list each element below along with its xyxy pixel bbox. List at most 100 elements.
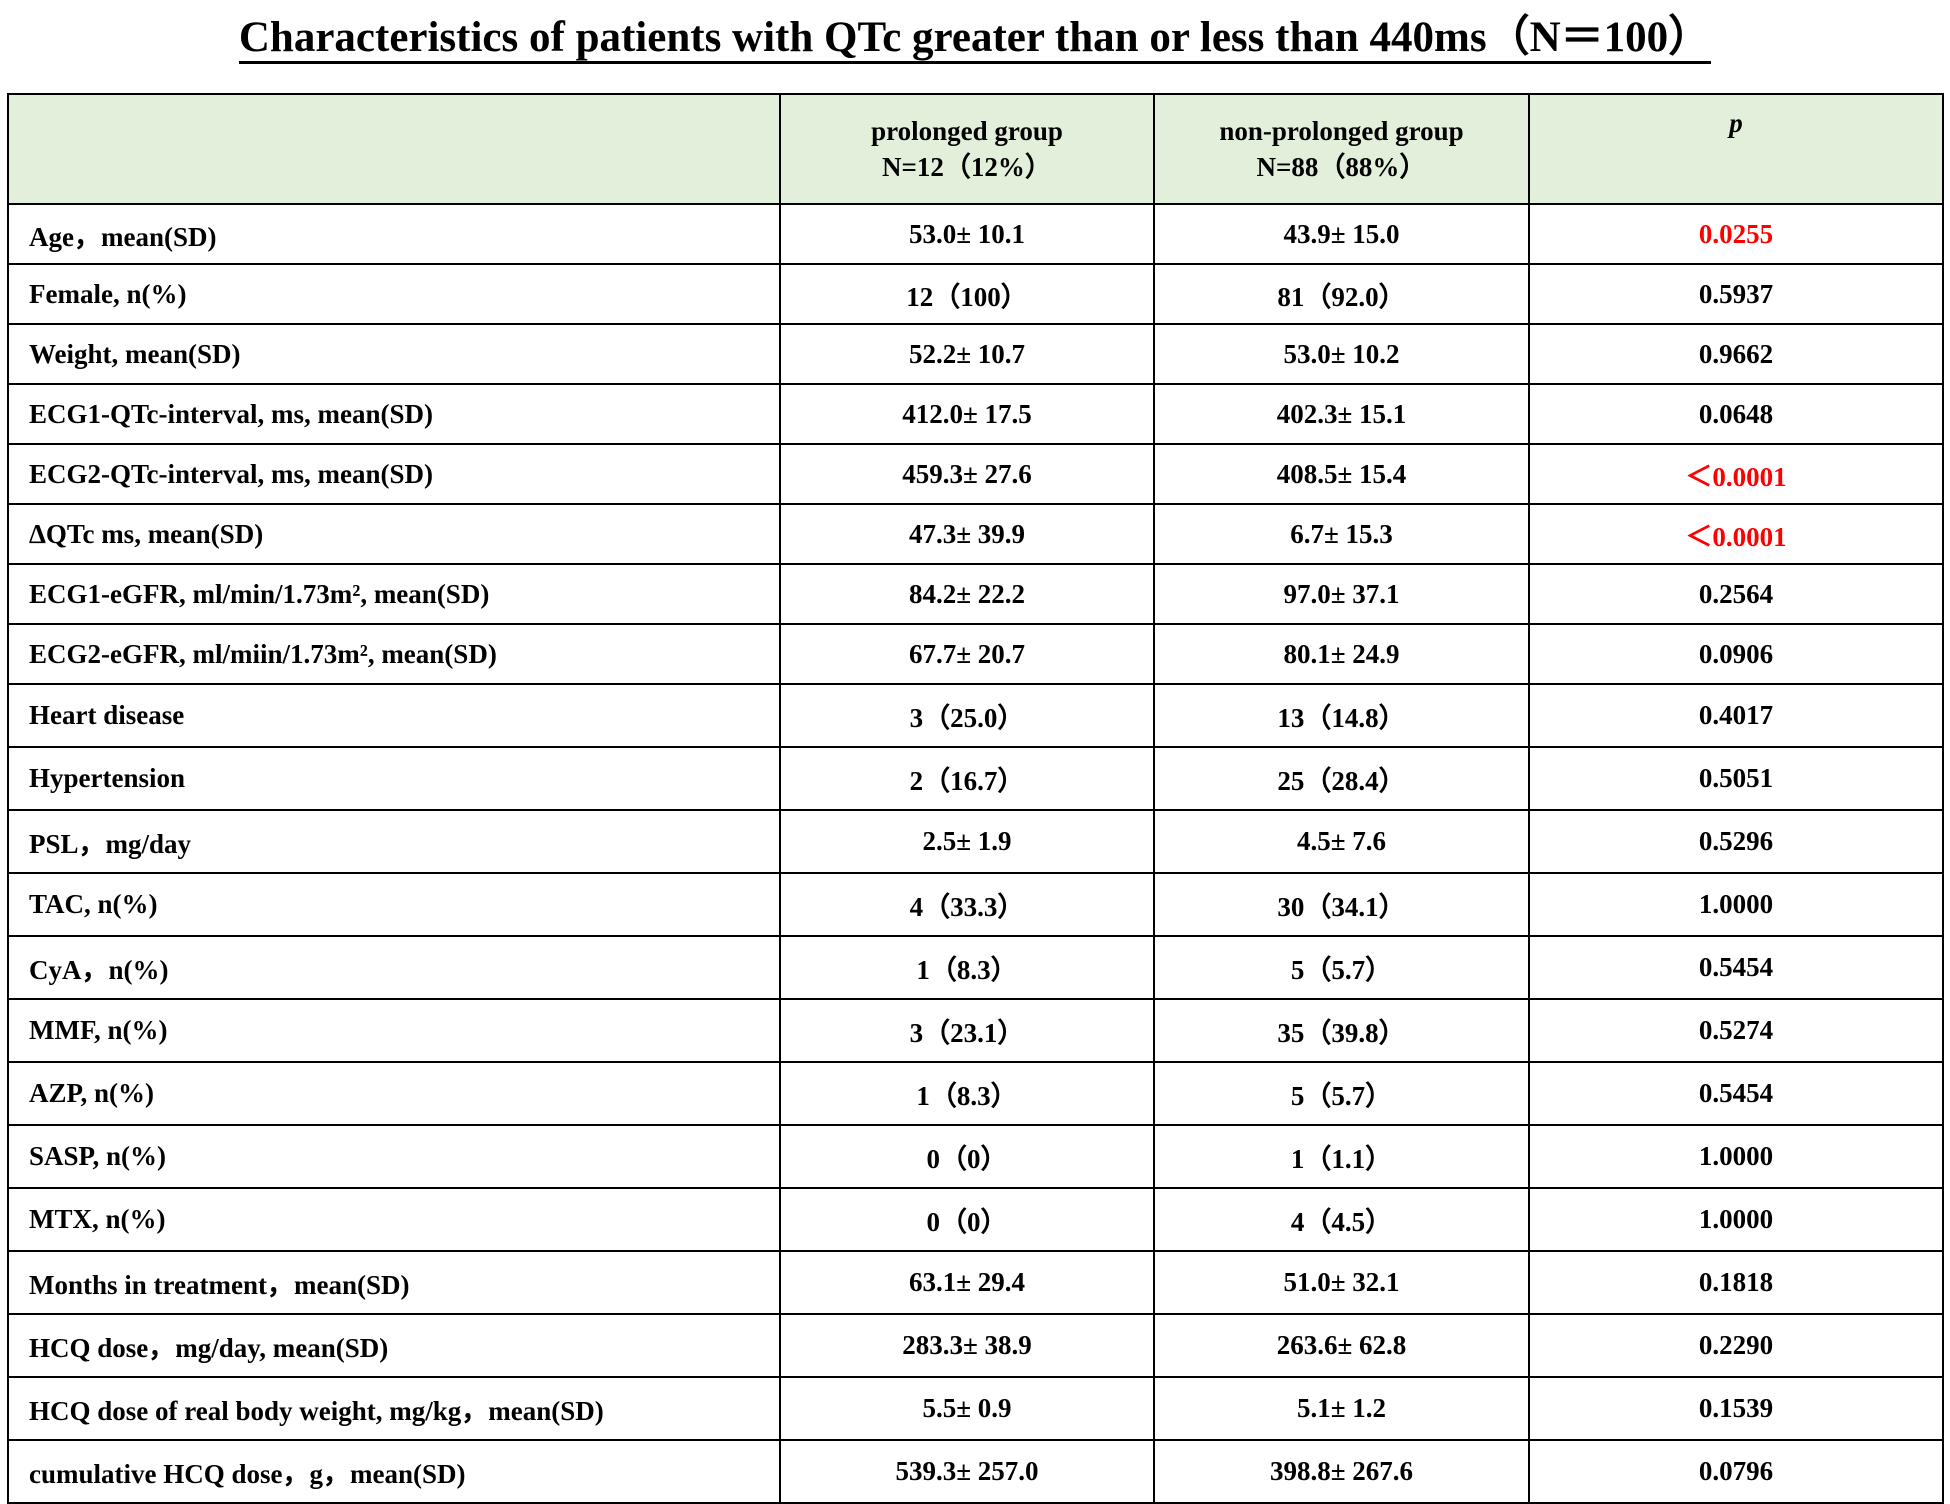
non-prolonged-value: 51.0± 32.1 — [1153, 1250, 1530, 1315]
non-prolonged-value: 263.6± 62.8 — [1153, 1313, 1530, 1378]
row-label: HCQ dose，mg/day, mean(SD) — [7, 1313, 781, 1378]
row-label: HCQ dose of real body weight, mg/kg，mean… — [7, 1376, 781, 1441]
prolonged-value: 47.3± 39.9 — [779, 503, 1155, 565]
p-value: 0.0255 — [1528, 203, 1944, 265]
table-row: Weight, mean(SD) 52.2± 10.7 53.0± 10.2 0.96… — [7, 323, 1944, 385]
non-prolonged-value: 13（14.8） — [1153, 683, 1530, 748]
row-label: Hypertension — [7, 746, 781, 811]
prolonged-value: 0（0） — [779, 1187, 1155, 1252]
table-row: Heart disease 3（25.0） 13（14.8） 0.4017 — [7, 683, 1944, 748]
table-row: MTX, n(%) 0（0） 4（4.5） 1.0000 — [7, 1187, 1944, 1252]
prolonged-value: 0（0） — [779, 1124, 1155, 1189]
table-row: ECG2-eGFR, ml/miin/1.73m², mean(SD) 67.7±… — [7, 623, 1944, 685]
header-row: prolonged group N=12（12%） non-prolonged g… — [7, 93, 1944, 205]
prolonged-value: 5.5± 0.9 — [779, 1376, 1155, 1441]
prolonged-value: 3（23.1） — [779, 998, 1155, 1063]
p-value: 0.0796 — [1528, 1439, 1944, 1504]
p-value: 0.2564 — [1528, 563, 1944, 625]
header-non-prolonged-title: non-prolonged group — [1219, 116, 1464, 146]
p-value: 0.5454 — [1528, 1061, 1944, 1126]
table-row: Female, n(%) 12（100） 81（92.0） 0.5937 — [7, 263, 1944, 325]
prolonged-value: 283.3± 38.9 — [779, 1313, 1155, 1378]
row-label: ECG1-QTc-interval, ms, mean(SD) — [7, 383, 781, 445]
p-value: 0.5051 — [1528, 746, 1944, 811]
table-row: CyA，n(%) 1（8.3） 5（5.7） 0.5454 — [7, 935, 1944, 1000]
non-prolonged-value: 4.5± 7.6 — [1153, 809, 1530, 874]
p-value: 1.0000 — [1528, 1124, 1944, 1189]
non-prolonged-value: 5（5.7） — [1153, 1061, 1530, 1126]
prolonged-value: 4（33.3） — [779, 872, 1155, 937]
p-value: 0.9662 — [1528, 323, 1944, 385]
non-prolonged-value: 398.8± 267.6 — [1153, 1439, 1530, 1504]
non-prolonged-value: 402.3± 15.1 — [1153, 383, 1530, 445]
header-prolonged-n: N=12（12%） — [882, 152, 1052, 182]
row-label: ECG2-QTc-interval, ms, mean(SD) — [7, 443, 781, 505]
row-label: ECG2-eGFR, ml/miin/1.73m², mean(SD) — [7, 623, 781, 685]
prolonged-value: 539.3± 257.0 — [779, 1439, 1155, 1504]
prolonged-value: 3（25.0） — [779, 683, 1155, 748]
p-value: 0.4017 — [1528, 683, 1944, 748]
p-value: ＜0.0001 — [1528, 503, 1944, 565]
table-row: PSL，mg/day 2.5± 1.9 4.5± 7.6 0.5296 — [7, 809, 1944, 874]
prolonged-value: 12（100） — [779, 263, 1155, 325]
row-label: Female, n(%) — [7, 263, 781, 325]
row-label: ECG1-eGFR, ml/min/1.73m², mean(SD) — [7, 563, 781, 625]
prolonged-value: 53.0± 10.1 — [779, 203, 1155, 265]
p-value: ＜0.0001 — [1528, 443, 1944, 505]
row-label: ΔQTc ms, mean(SD) — [7, 503, 781, 565]
non-prolonged-value: 1（1.1） — [1153, 1124, 1530, 1189]
header-non-prolonged-group: non-prolonged group N=88（88%） — [1153, 93, 1530, 205]
p-value: 0.5937 — [1528, 263, 1944, 325]
prolonged-value: 1（8.3） — [779, 1061, 1155, 1126]
p-value: 0.1539 — [1528, 1376, 1944, 1441]
prolonged-value: 1（8.3） — [779, 935, 1155, 1000]
table-row: cumulative HCQ dose，g，mean(SD) 539.3± 257… — [7, 1439, 1944, 1504]
header-non-prolonged-n: N=88（88%） — [1256, 152, 1427, 182]
row-label: AZP, n(%) — [7, 1061, 781, 1126]
table-row: Months in treatment，mean(SD) 63.1± 29.4 51… — [7, 1250, 1944, 1315]
non-prolonged-value: 5.1± 1.2 — [1153, 1376, 1530, 1441]
header-p-value: p — [1528, 93, 1944, 205]
non-prolonged-value: 81（92.0） — [1153, 263, 1530, 325]
row-label: TAC, n(%) — [7, 872, 781, 937]
row-label: Months in treatment，mean(SD) — [7, 1250, 781, 1315]
table-row: TAC, n(%) 4（33.3） 30（34.1） 1.0000 — [7, 872, 1944, 937]
non-prolonged-value: 5（5.7） — [1153, 935, 1530, 1000]
table-title-text: Characteristics of patients with QTc gre… — [238, 14, 1712, 64]
row-label: Weight, mean(SD) — [7, 323, 781, 385]
header-prolonged-group: prolonged group N=12（12%） — [779, 93, 1155, 205]
non-prolonged-value: 53.0± 10.2 — [1153, 323, 1530, 385]
non-prolonged-value: 97.0± 37.1 — [1153, 563, 1530, 625]
header-label-column — [7, 93, 781, 205]
non-prolonged-value: 30（34.1） — [1153, 872, 1530, 937]
prolonged-value: 63.1± 29.4 — [779, 1250, 1155, 1315]
prolonged-value: 84.2± 22.2 — [779, 563, 1155, 625]
non-prolonged-value: 80.1± 24.9 — [1153, 623, 1530, 685]
row-label: PSL，mg/day — [7, 809, 781, 874]
prolonged-value: 52.2± 10.7 — [779, 323, 1155, 385]
table-row: Hypertension 2（16.7） 25（28.4） 0.5051 — [7, 746, 1944, 811]
non-prolonged-value: 408.5± 15.4 — [1153, 443, 1530, 505]
p-value: 0.5454 — [1528, 935, 1944, 1000]
p-value: 0.5296 — [1528, 809, 1944, 874]
non-prolonged-value: 25（28.4） — [1153, 746, 1530, 811]
p-value: 0.0906 — [1528, 623, 1944, 685]
patient-characteristics-table: prolonged group N=12（12%） non-prolonged g… — [7, 93, 1944, 1504]
header-prolonged-title: prolonged group — [871, 116, 1063, 146]
row-label: Age，mean(SD) — [7, 203, 781, 265]
non-prolonged-value: 35（39.8） — [1153, 998, 1530, 1063]
p-value: 0.1818 — [1528, 1250, 1944, 1315]
table-row: ΔQTc ms, mean(SD) 47.3± 39.9 6.7± 15.3 ＜0.0… — [7, 503, 1944, 565]
table-row: ECG1-eGFR, ml/min/1.73m², mean(SD) 84.2± … — [7, 563, 1944, 625]
non-prolonged-value: 6.7± 15.3 — [1153, 503, 1530, 565]
table-row: MMF, n(%) 3（23.1） 35（39.8） 0.5274 — [7, 998, 1944, 1063]
non-prolonged-value: 43.9± 15.0 — [1153, 203, 1530, 265]
p-value: 1.0000 — [1528, 1187, 1944, 1252]
row-label: SASP, n(%) — [7, 1124, 781, 1189]
table-row: Age，mean(SD) 53.0± 10.1 43.9± 15.0 0.0255 — [7, 203, 1944, 265]
row-label: MTX, n(%) — [7, 1187, 781, 1252]
prolonged-value: 459.3± 27.6 — [779, 443, 1155, 505]
prolonged-value: 67.7± 20.7 — [779, 623, 1155, 685]
p-value: 0.2290 — [1528, 1313, 1944, 1378]
p-value: 1.0000 — [1528, 872, 1944, 937]
